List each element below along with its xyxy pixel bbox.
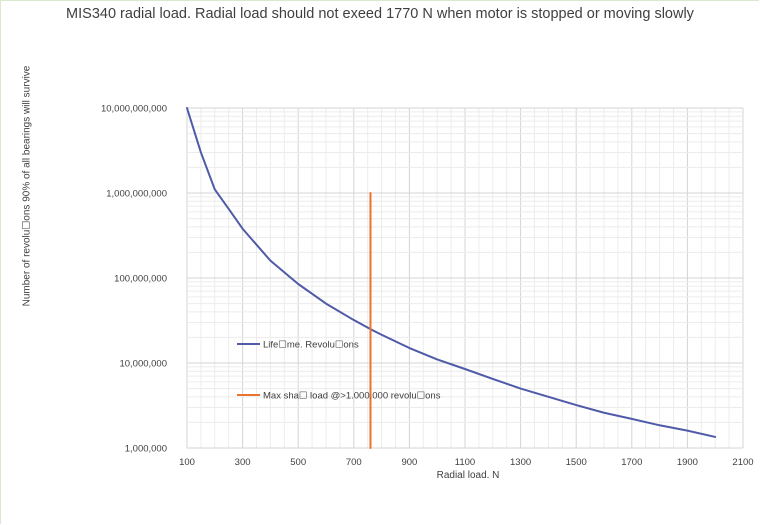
legend-label: Max sha☐ load @>1.000.000 revolu☐ons <box>263 391 441 402</box>
legend: Life☐me. Revolu☐ons Max sha☐ load @>1.000… <box>237 340 441 402</box>
y-tick-label: 1,000,000 <box>125 444 167 455</box>
x-tick-label: 1100 <box>455 457 475 468</box>
y-tick-label: 1,000,000,000 <box>106 189 167 200</box>
chart-title: MIS340 radial load. Radial load should n… <box>66 6 694 22</box>
x-tick-label: 100 <box>179 457 195 468</box>
grid <box>186 107 744 449</box>
lifetime-revolutions-line <box>186 107 717 438</box>
y-tick-label: 10,000,000,000 <box>101 104 167 115</box>
x-axis-label: Radial load. N <box>436 470 500 481</box>
x-tick-label: 1300 <box>510 457 531 468</box>
tick-labels: 100 300 500 700 900 1100 1300 1500 1700 1900 2100 1… <box>101 104 754 469</box>
x-tick-label: 900 <box>401 457 417 468</box>
y-tick-label: 100,000,000 <box>114 274 167 285</box>
series-1 <box>186 107 717 438</box>
legend-label: Life☐me. Revolu☐ons <box>263 340 359 351</box>
x-tick-label: 1900 <box>677 457 698 468</box>
x-tick-label: 2100 <box>732 457 753 468</box>
series-layer <box>186 107 717 449</box>
x-tick-label: 700 <box>346 457 362 468</box>
y-tick-label: 10,000,000 <box>119 359 167 370</box>
legend-item-max-shaft-load: Max sha☐ load @>1.000.000 revolu☐ons <box>237 391 441 402</box>
x-tick-label: 1500 <box>566 457 587 468</box>
x-tick-label: 300 <box>235 457 251 468</box>
legend-item-lifetime: Life☐me. Revolu☐ons <box>237 340 359 351</box>
x-tick-label: 1700 <box>621 457 642 468</box>
x-tick-label: 500 <box>290 457 306 468</box>
